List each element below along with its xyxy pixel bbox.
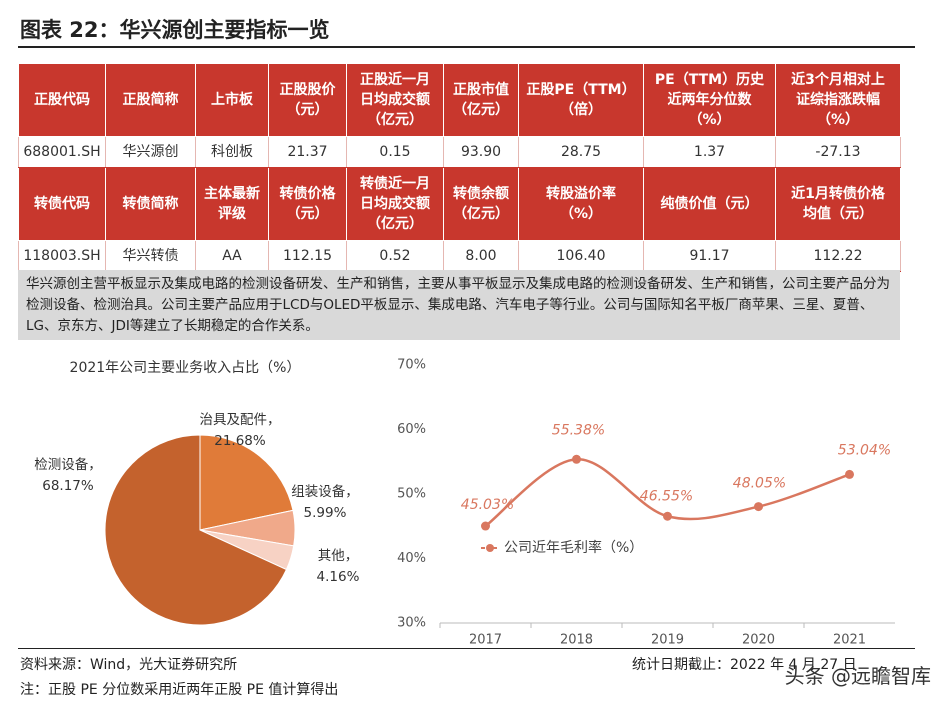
legend-label: 公司近年毛利率（%） <box>504 539 643 556</box>
value-label: 45.03% <box>461 497 514 513</box>
header-row: 转债代码 转债简称 主体最新 评级 转债价格 （元） 转债近一月 日均成交额 （亿元）转… <box>18 167 901 241</box>
source: 资料来源：Wind，光大证券研究所 <box>20 657 238 673</box>
data-cell: 93.90 <box>443 136 519 168</box>
watermark: 头条 @远瞻智库 <box>784 664 931 688</box>
x-tick-label: 2020 <box>742 633 775 648</box>
header-cell: 正股近一月 日均成交额 （亿元） <box>346 63 444 137</box>
marker <box>572 454 581 464</box>
page-title: 图表 22：华兴源创主要指标一览 <box>20 18 330 42</box>
header-cell: 转债余额 （亿元） <box>443 167 519 241</box>
header-cell: 近3个月相对上 证综指涨跌幅 （%） <box>775 63 901 137</box>
data-cell: 华兴源创 <box>105 136 196 168</box>
data-cell: 华兴转债 <box>105 240 196 272</box>
header-cell: 主体最新 评级 <box>195 167 269 241</box>
company-description: 华兴源创主营平板显示及集成电路的检测设备研发、生产和销售，主要从事平板显示及集成… <box>18 270 900 340</box>
slice-label: 组装设备， <box>291 483 359 500</box>
data-cell: 21.37 <box>268 136 347 168</box>
x-tick-label: 2018 <box>560 633 593 648</box>
value-label: 53.04% <box>838 442 891 458</box>
data-cell: 28.75 <box>518 136 644 168</box>
data-cell: 106.40 <box>518 240 644 272</box>
y-tick-label: 60% <box>397 422 426 437</box>
pie-slice <box>104 434 288 626</box>
header-cell: 正股市值 （亿元） <box>443 63 519 137</box>
marker <box>845 469 854 479</box>
header-cell: 正股代码 <box>18 63 106 137</box>
header-cell: 正股简称 <box>105 63 196 137</box>
slice-label: 检测设备， <box>34 456 102 473</box>
slice-value: 68.17% <box>42 478 94 494</box>
y-tick-label: 40% <box>397 551 426 566</box>
stat-date: 统计日期截止：2022 年 4 月 27 日 <box>632 657 857 673</box>
header-cell: 转债价格 （元） <box>268 167 347 241</box>
data-cell: 科创板 <box>195 136 269 168</box>
header-cell: 上市板 <box>195 63 269 137</box>
header-cell: 正股股价 （元） <box>268 63 347 137</box>
data-cell: 688001.SH <box>18 136 106 168</box>
pie-slice <box>199 434 294 531</box>
header-cell: 转债简称 <box>105 167 196 241</box>
data-cell: 112.15 <box>268 240 347 272</box>
data-cell: 118003.SH <box>18 240 106 272</box>
data-cell: AA <box>195 240 269 272</box>
value-label: 48.05% <box>733 476 786 492</box>
x-tick-label: 2019 <box>651 633 684 648</box>
legend-marker <box>486 544 494 552</box>
note: 注：正股 PE 分位数采用近两年正股 PE 值计算得出 <box>20 682 339 698</box>
data-cell: 8.00 <box>443 240 519 272</box>
data-cell: 91.17 <box>643 240 776 272</box>
indicator-table: 正股代码 正股简称 上市板 正股股价 （元） 正股近一月 日均成交额 （亿元） 正股市值 … <box>18 63 901 272</box>
title-rule <box>18 46 915 48</box>
data-cell: 0.52 <box>346 240 444 272</box>
slice-value: 4.16% <box>317 569 360 585</box>
slice-label: 治具及配件， <box>200 412 281 428</box>
slice-value: 5.99% <box>304 505 347 521</box>
header-cell: 转股溢价率 （%） <box>518 167 644 241</box>
value-label: 46.55% <box>640 488 693 504</box>
marker <box>663 511 672 521</box>
header-cell: 转债近一月 日均成交额 （亿元） <box>346 167 444 241</box>
header-cell: 近1月转债价格 均值（元） <box>775 167 901 241</box>
data-cell: 112.22 <box>775 240 901 272</box>
data-row: 118003.SH 华兴转债 AA 112.15 0.52 8.00 106.40 91.17… <box>18 240 901 272</box>
y-tick-label: 30% <box>397 616 426 631</box>
slice-value: 21.68% <box>214 433 266 449</box>
value-label: 55.38% <box>552 422 605 438</box>
charts: 2021年公司主要业务收入占比（%） 治具及配件， 21.68% 组装设备， 5.99%… <box>34 358 895 648</box>
header-cell: 转债代码 <box>18 167 106 241</box>
chart-title: 2021年公司主要业务收入占比（%） <box>70 360 301 376</box>
marker <box>481 521 490 531</box>
y-tick-label: 50% <box>397 487 426 502</box>
data-cell: -27.13 <box>775 136 901 168</box>
x-tick-label: 2021 <box>833 633 866 648</box>
header-cell: PE（TTM）历史 近两年分位数 （%） <box>643 63 776 137</box>
marker <box>754 502 763 512</box>
data-row: 688001.SH 华兴源创 科创板 21.37 0.15 93.90 28.75 1.37-… <box>18 136 901 168</box>
header-cell: 正股PE（TTM） （倍） <box>518 63 644 137</box>
header-row: 正股代码 正股简称 上市板 正股股价 （元） 正股近一月 日均成交额 （亿元） 正股市值 … <box>18 63 901 137</box>
slice-label: 其他， <box>318 548 359 564</box>
footer-rule <box>18 648 915 649</box>
x-tick-label: 2017 <box>469 633 502 648</box>
data-cell: 1.37 <box>643 136 776 168</box>
header-cell: 纯债价值（元） <box>643 167 776 241</box>
y-tick-label: 70% <box>397 358 426 373</box>
data-cell: 0.15 <box>346 136 444 168</box>
